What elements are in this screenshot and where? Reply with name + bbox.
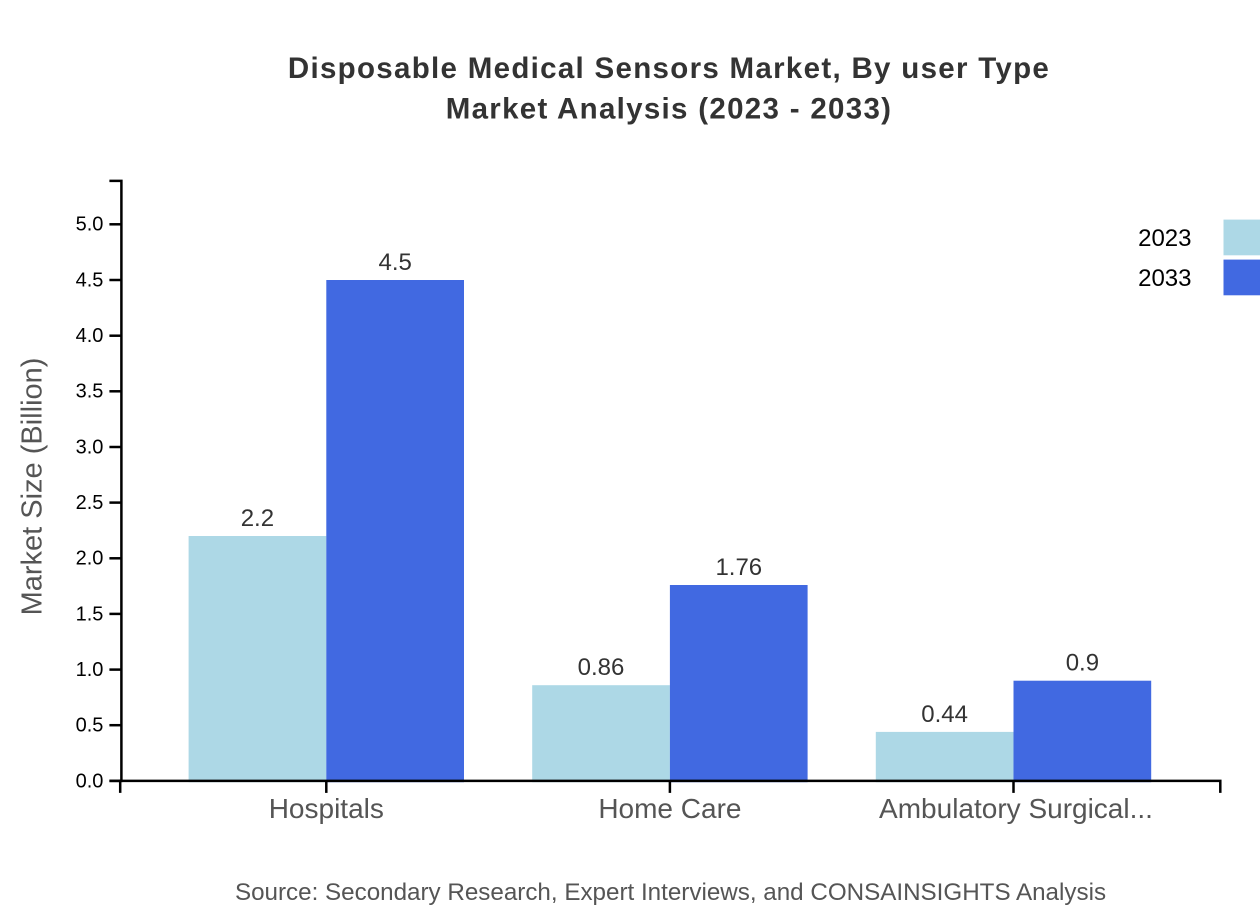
svg-text:0.0: 0.0	[76, 770, 104, 792]
svg-text:2.2: 2.2	[241, 505, 274, 532]
svg-text:4.5: 4.5	[76, 269, 104, 291]
svg-text:0.86: 0.86	[578, 654, 625, 681]
svg-text:Disposable Medical Sensors Mar: Disposable Medical Sensors Market, By us…	[288, 52, 1050, 85]
svg-text:5.0: 5.0	[76, 214, 104, 236]
svg-text:0.5: 0.5	[76, 715, 104, 737]
svg-text:Home Care: Home Care	[598, 793, 741, 824]
svg-text:Market Analysis (2023 - 2033): Market Analysis (2023 - 2033)	[446, 93, 893, 126]
svg-text:4.0: 4.0	[76, 325, 104, 347]
svg-text:2.5: 2.5	[76, 492, 104, 514]
svg-text:Ambulatory Surgical...: Ambulatory Surgical...	[879, 793, 1153, 824]
svg-text:1.5: 1.5	[76, 603, 104, 625]
svg-text:1.0: 1.0	[76, 659, 104, 681]
svg-text:3.0: 3.0	[76, 436, 104, 458]
svg-text:2033: 2033	[1138, 265, 1191, 292]
svg-text:2.0: 2.0	[76, 548, 104, 570]
svg-text:Hospitals: Hospitals	[269, 793, 384, 824]
svg-text:1.76: 1.76	[715, 554, 762, 581]
svg-text:2023: 2023	[1138, 225, 1191, 252]
svg-text:4.5: 4.5	[379, 249, 412, 276]
svg-text:Source: Secondary Research, Ex: Source: Secondary Research, Expert Inter…	[235, 879, 1106, 906]
svg-text:3.5: 3.5	[76, 381, 104, 403]
svg-text:0.44: 0.44	[921, 701, 968, 728]
svg-text:Market Size (Billion): Market Size (Billion)	[17, 358, 49, 616]
svg-text:0.9: 0.9	[1066, 650, 1099, 677]
